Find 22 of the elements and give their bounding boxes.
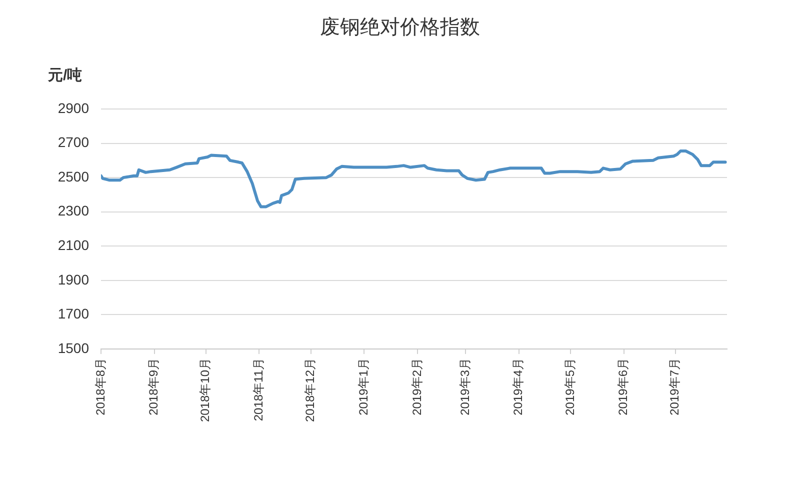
x-tick-label: 2019年1月 <box>356 358 370 416</box>
y-tick-label: 2100 <box>58 237 90 253</box>
x-tick-label: 2019年3月 <box>458 358 472 416</box>
y-tick-label: 2500 <box>58 168 90 184</box>
y-tick-label: 1700 <box>58 306 90 322</box>
x-tick-label: 2019年4月 <box>511 358 526 416</box>
y-tick-label: 2700 <box>58 134 90 150</box>
x-tick-label: 2019年2月 <box>410 358 424 416</box>
x-tick-label: 2018年9月 <box>146 358 161 416</box>
chart-title: 废钢绝对价格指数 <box>320 16 480 38</box>
y-tick-label: 2300 <box>58 202 90 219</box>
y-axis-title: 元/吨 <box>47 67 82 84</box>
y-tick-label: 1500 <box>58 340 90 356</box>
x-tick-label: 2019年6月 <box>616 358 630 416</box>
x-tick-label: 2018年10月 <box>198 358 212 422</box>
y-tick-label: 2900 <box>58 100 90 116</box>
x-tick-label: 2018年8月 <box>93 358 108 416</box>
x-tick-label: 2018年11月 <box>252 358 266 422</box>
y-tick-label: 1900 <box>58 271 90 288</box>
x-tick-label: 2018年12月 <box>303 358 318 422</box>
x-tick-label: 2019年5月 <box>562 358 577 416</box>
x-tick-label: 2019年7月 <box>668 358 682 416</box>
